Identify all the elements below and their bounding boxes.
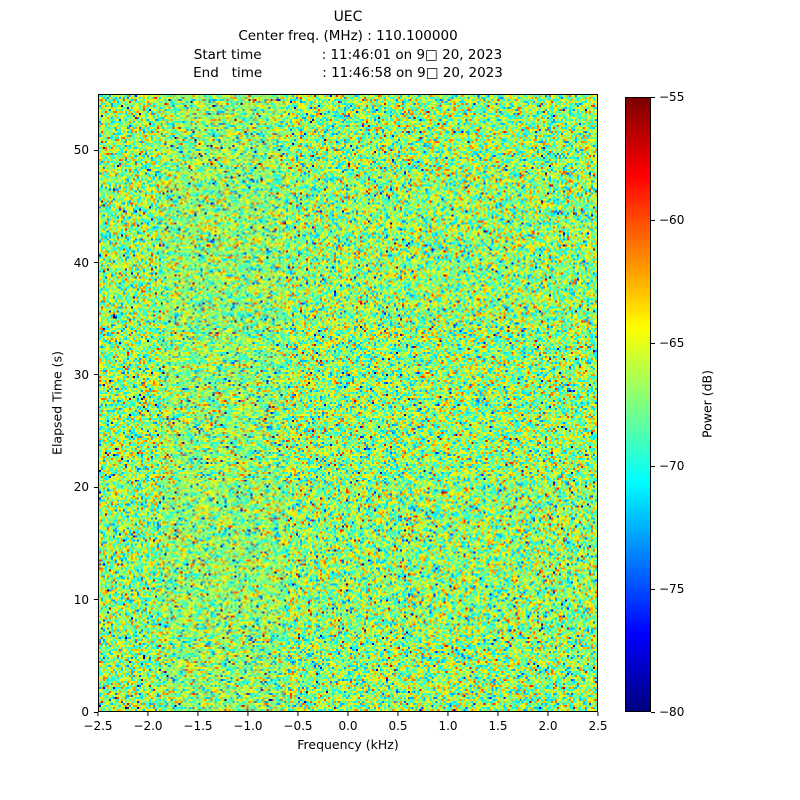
x-tick-label: −1.5 [183, 719, 213, 733]
x-tick-mark [147, 712, 149, 716]
colorbar-gradient-canvas [626, 98, 650, 711]
y-tick-mark [94, 262, 98, 264]
cb-tick: −60 [651, 213, 684, 227]
x-tick-label: 0.0 [338, 719, 358, 733]
x-tick-label: −0.5 [283, 719, 313, 733]
colorbar-tick-mark [651, 465, 655, 467]
cb-tick: −55 [651, 90, 684, 104]
colorbar-tick-mark [651, 342, 655, 344]
x-tick-mark [97, 712, 99, 716]
y-tick-mark [94, 599, 98, 601]
x-tick-label: −1.0 [233, 719, 263, 733]
y-tick-label: 40 [73, 255, 89, 270]
x-tick: 2.5 [588, 712, 608, 733]
colorbar-tick-mark [651, 711, 655, 713]
x-axis-label: Frequency (kHz) [297, 737, 399, 752]
colorbar-tick-mark [651, 219, 655, 221]
x-tick: −1.5 [183, 712, 213, 733]
x-tick-mark [347, 712, 349, 716]
chart-subtitle-line: Start time : 11:46:01 on 9□ 20, 2023 [193, 46, 503, 63]
y-tick-mark [94, 486, 98, 488]
x-tick: −2.0 [133, 712, 163, 733]
x-tick-label: 2.5 [588, 719, 608, 733]
y-tick: 40 [74, 256, 98, 270]
x-tick: −1.0 [233, 712, 263, 733]
x-tick-label: 0.5 [388, 719, 408, 733]
x-tick-mark [247, 712, 249, 716]
y-tick-label: 30 [73, 367, 89, 382]
spectrogram-heatmap-canvas [99, 95, 597, 711]
colorbar-tick-label: −80 [659, 705, 685, 719]
y-tick-mark [94, 374, 98, 376]
colorbar-tick-label: −75 [659, 582, 685, 596]
y-tick: 50 [74, 143, 98, 157]
colorbar [625, 97, 651, 712]
x-tick-mark [197, 712, 199, 716]
y-tick-label: 50 [73, 143, 89, 158]
x-tick-label: −2.0 [133, 719, 163, 733]
chart-subtitle: Center freq. (MHz) : 110.100000 Start tim… [98, 27, 598, 83]
colorbar-label: Power (dB) [699, 369, 715, 439]
colorbar-tick-label: −60 [659, 213, 685, 227]
colorbar-tick-label: −55 [659, 90, 685, 104]
spectrogram-plot [98, 94, 598, 712]
x-tick: −2.5 [83, 712, 113, 733]
x-tick-mark [297, 712, 299, 716]
chart-subtitle-line: End time : 11:46:58 on 9□ 20, 2023 [193, 65, 503, 81]
y-axis-label: Elapsed Time (s) [49, 351, 65, 455]
y-tick-mark [94, 711, 98, 713]
x-tick: 2.0 [538, 712, 558, 733]
x-tick-label: 1.5 [488, 719, 508, 733]
y-tick-label: 0 [81, 705, 89, 719]
cb-tick: −80 [651, 705, 684, 719]
y-tick: 10 [74, 593, 98, 607]
x-tick-label: 1.0 [438, 719, 458, 733]
y-tick: 30 [74, 368, 98, 382]
chart-title: UEC [333, 9, 363, 25]
cb-tick: −65 [651, 336, 684, 350]
y-tick-label: 10 [73, 592, 89, 607]
x-tick-label: 2.0 [538, 719, 558, 733]
x-tick: 1.0 [438, 712, 458, 733]
x-tick-mark [597, 712, 599, 716]
x-tick: 0.5 [388, 712, 408, 733]
colorbar-tick-mark [651, 588, 655, 590]
y-tick: 20 [74, 480, 98, 494]
cb-tick: −70 [651, 459, 684, 473]
x-tick-mark [447, 712, 449, 716]
x-tick: 0.0 [338, 712, 358, 733]
colorbar-tick-mark [651, 96, 655, 98]
y-tick-label: 20 [73, 480, 89, 495]
x-tick: 1.5 [488, 712, 508, 733]
chart-subtitle-line: Center freq. (MHz) : 110.100000 [238, 28, 458, 44]
colorbar-tick-label: −70 [659, 459, 685, 473]
colorbar-tick-label: −65 [659, 336, 685, 350]
x-tick-mark [547, 712, 549, 716]
y-tick-mark [94, 149, 98, 151]
x-tick: −0.5 [283, 712, 313, 733]
y-tick: 0 [81, 705, 98, 719]
cb-tick: −75 [651, 582, 684, 596]
x-tick-mark [497, 712, 499, 716]
x-tick-label: −2.5 [83, 719, 113, 733]
x-tick-mark [397, 712, 399, 716]
